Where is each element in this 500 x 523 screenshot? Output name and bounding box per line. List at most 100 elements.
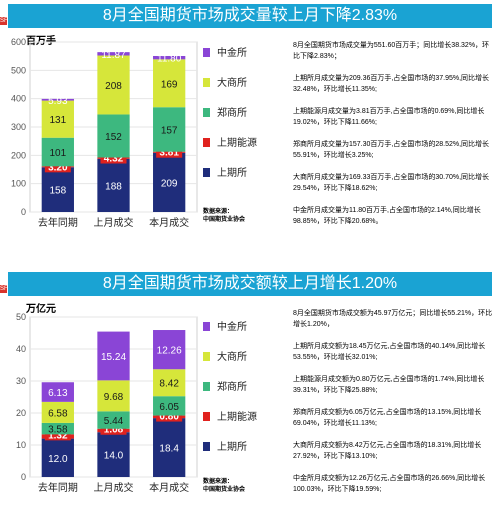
legend-swatch: [203, 412, 210, 421]
y-tick-label: 100: [11, 179, 26, 189]
legend-swatch: [203, 78, 210, 87]
data-label: 8.42: [159, 379, 179, 390]
legend-label: 上期能源: [217, 410, 257, 423]
x-tick-label: 上月成交: [94, 216, 134, 229]
data-label: 0.80: [159, 412, 179, 423]
turnover-stacked-bar-chart: 0 10 20 30 40 50 12.0 1.323.58 6.58 6.13 去年同期 14.0 1…: [16, 312, 257, 494]
legend-swatch: [203, 138, 210, 147]
legend-swatch: [203, 168, 210, 177]
bar-segment: [153, 330, 186, 370]
x-tick-label: 去年同期: [38, 481, 78, 494]
y-tick-label: 600: [11, 37, 26, 47]
data-label: 3.20: [48, 162, 68, 173]
data-label: 188: [105, 181, 122, 192]
data-label-bg: [100, 424, 127, 435]
note-czce: 郑商所月成交额为6.05万亿元,占全国市场的13.15%,同比增长69.04%，…: [293, 409, 482, 427]
note-czce: 郑商所月成交量为157.30百万手,占全国市场的28.52%,同比增长55.91…: [293, 141, 490, 159]
y-tick-label: 50: [16, 312, 26, 322]
data-label-bg: [156, 411, 183, 422]
legend-swatch: [203, 352, 210, 361]
bar-segment: [41, 167, 74, 212]
data-label: 12.26: [157, 346, 182, 357]
note-ine: 上期能源月成交额为0.80万亿元,占全国市场的1.74%,同比增长39.31%，…: [293, 376, 485, 394]
data-label-bg: [44, 430, 71, 441]
data-label: 12.0: [48, 454, 68, 465]
volume-stacked-bar-chart: 0 100 200 300 400 500 600 158 3.20 101 131 5.93 去年同期…: [11, 37, 257, 229]
data-label: 209: [161, 178, 178, 189]
x-tick-label: 本月成交: [149, 481, 189, 494]
source-org: 中国期货业协会: [203, 487, 246, 493]
bar-segment: [97, 331, 130, 381]
bar-segment: [41, 98, 74, 101]
legend-label: 上期所: [217, 167, 247, 179]
bar-segment: [97, 411, 130, 429]
sf-logo-tag: SF: [0, 285, 8, 293]
legend-label: 郑商所: [217, 106, 247, 119]
note-cffex: 中金所月成交量为11.80百万手,占全国市场的2.14%,同比增长98.85%，…: [293, 207, 481, 225]
data-label: 208: [105, 81, 122, 92]
data-label: 6.05: [159, 402, 179, 413]
source-block: 数据来源： 中国期货业协会: [203, 208, 245, 224]
note-shfe: 上期所月成交额为18.45万亿元,占全国市场的40.14%,同比增长53.55%…: [293, 343, 486, 361]
note-dce: 大商所月成交量为169.33百万手,占全国市场的30.70%,同比增长29.54…: [293, 174, 490, 192]
data-label: 15.24: [101, 352, 126, 363]
data-label: 157: [161, 125, 178, 136]
bar-segment: [153, 152, 186, 212]
data-label: 131: [49, 115, 66, 126]
turnover-panel: 8月全国期货市场成交额较上月增长1.20% SF 万亿元 0 10 20 30 40 50…: [0, 268, 500, 523]
chart-title: 8月全国期货市场成交量较上月下降2.83%: [8, 4, 492, 28]
bar-segment: [153, 369, 186, 397]
y-tick-label: 200: [11, 150, 26, 160]
data-label: 5.93: [48, 96, 68, 107]
volume-panel: 8月全国期货市场成交量较上月下降2.83% SF 百万手 0 100 200 300 4…: [0, 0, 500, 255]
y-tick-label: 500: [11, 65, 26, 75]
bar-segment: [153, 396, 186, 416]
unit-label: 万亿元: [26, 304, 56, 315]
bar-segment: [97, 52, 130, 56]
source-block: 数据来源： 中国期货业协会: [203, 478, 245, 494]
data-label: 11.80: [157, 54, 182, 65]
legend-label: 上期能源: [217, 136, 257, 149]
legend-label: 中金所: [217, 320, 247, 333]
y-tick-label: 400: [11, 94, 26, 104]
bar-segment: [41, 100, 74, 138]
data-label: 1.32: [48, 430, 68, 441]
legend-swatch: [203, 48, 210, 57]
note-total: 8月全国期货市场成交量为551.60百万手；同比增长38.32%，环比下降2.8…: [293, 42, 490, 60]
data-label: 3.58: [48, 425, 68, 436]
notes-list: 8月全国期货市场成交量为551.60百万手；同比增长38.32%，环比下降2.8…: [293, 40, 493, 238]
note-cffex: 中金所月成交额为12.26万亿元,占全国市场的26.66%,同比增长100.03…: [293, 475, 486, 493]
legend-swatch: [203, 322, 210, 331]
bar-segment: [41, 438, 74, 477]
y-tick-label: 20: [16, 408, 26, 418]
data-label: 14.0: [104, 451, 124, 462]
data-label: 5.44: [104, 416, 124, 427]
data-label: 158: [49, 186, 66, 197]
legend-label: 大商所: [217, 350, 247, 363]
bar-segment: [97, 432, 130, 477]
data-label: 6.58: [48, 408, 68, 419]
x-tick-label: 本月成交: [149, 216, 189, 229]
data-label: 9.68: [104, 392, 124, 403]
bar-segment: [41, 422, 74, 435]
y-tick-label: 0: [21, 207, 26, 217]
data-label: 18.4: [159, 444, 179, 455]
bar-segment: [153, 59, 186, 108]
note-ine: 上期能源月成交量为3.81百万手,占全国市场的0.69%,同比增长19.02%，…: [293, 108, 485, 126]
legend-label: 郑商所: [217, 380, 247, 393]
bar-segment: [153, 55, 186, 60]
bar-segment: [153, 107, 186, 152]
legend-swatch: [203, 442, 210, 451]
data-label: 11.87: [101, 50, 126, 61]
bar-segment: [41, 401, 74, 423]
y-tick-label: 10: [16, 440, 26, 450]
sf-logo-tag: SF: [0, 17, 8, 25]
data-label: 152: [105, 132, 122, 143]
note-total: 8月全国期货市场成交额为45.97万亿元；同比增长55.21%，环比增长1.20…: [293, 310, 493, 328]
data-label: 4.32: [104, 154, 124, 165]
data-label: 169: [161, 79, 178, 90]
y-tick-label: 30: [16, 376, 26, 386]
bar-segment: [97, 55, 130, 115]
x-tick-label: 上月成交: [94, 481, 134, 494]
bar-segment: [41, 137, 74, 167]
